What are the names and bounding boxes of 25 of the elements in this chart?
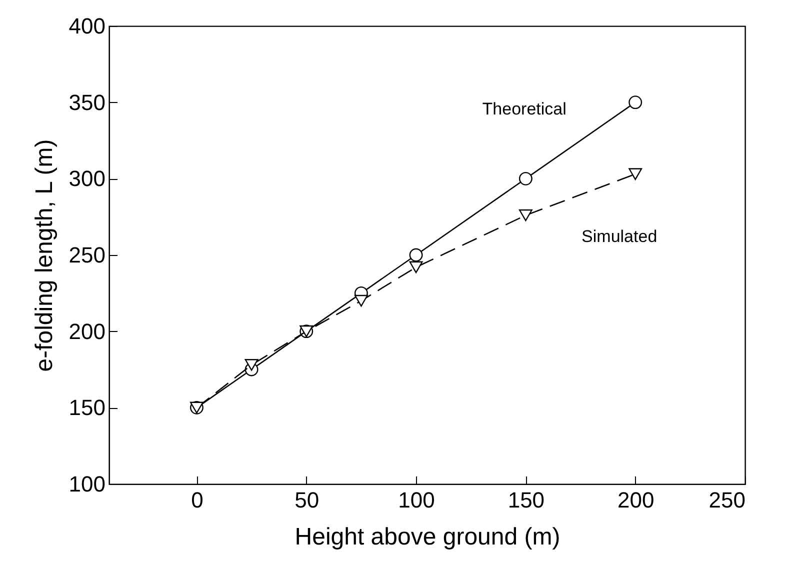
point <box>628 96 642 110</box>
x-tick-label: 250 <box>708 488 746 512</box>
y-tick-label: 200 <box>68 318 106 344</box>
point <box>244 359 258 371</box>
series-label: Theoretical <box>482 99 566 118</box>
x-tick-label: 50 <box>294 488 320 512</box>
point <box>409 248 423 262</box>
y-tick-label: 300 <box>68 166 106 192</box>
x-tick-label: 0 <box>191 488 204 512</box>
point <box>518 209 532 222</box>
x-tick-label: 100 <box>398 488 435 512</box>
y-tick-label: 100 <box>68 472 106 496</box>
y-tick-label: 250 <box>68 242 106 268</box>
point <box>518 172 532 186</box>
y-tick-label: 400 <box>68 14 106 38</box>
point <box>409 261 423 274</box>
y-tick-label: 150 <box>68 395 106 420</box>
point <box>354 294 368 307</box>
point <box>628 168 642 180</box>
x-tick-label: 150 <box>508 488 545 512</box>
y-tick-label: 350 <box>68 90 106 115</box>
x-tick-label: 200 <box>617 488 654 512</box>
x-axis-title: Height above ground (m) <box>294 524 560 550</box>
y-axis-title: e-folding length, L (m) <box>30 139 58 372</box>
series-label: Simulated <box>582 227 658 246</box>
